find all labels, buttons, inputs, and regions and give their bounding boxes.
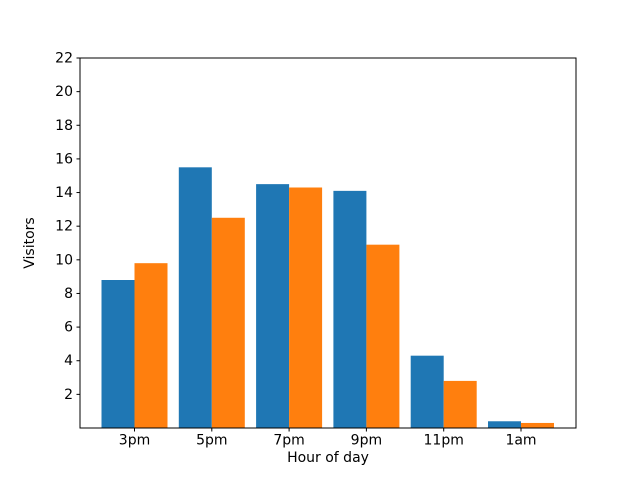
x-axis-label: Hour of day bbox=[287, 450, 369, 466]
bar-5pm-series-blue bbox=[178, 167, 212, 428]
y-tick-label-8: 8 bbox=[64, 286, 73, 302]
bar-11pm-series-orange bbox=[443, 380, 477, 428]
y-tick-label-2: 2 bbox=[64, 387, 73, 403]
axes-spines bbox=[79, 57, 577, 429]
bar-5pm-series-orange bbox=[211, 217, 245, 428]
bar-1am-series-orange bbox=[521, 422, 554, 428]
y-tick-label-4: 4 bbox=[64, 353, 73, 369]
x-tick-label-1am: 1am bbox=[505, 433, 536, 449]
bar-9pm-series-blue bbox=[333, 190, 367, 428]
y-tick-label-20: 20 bbox=[55, 84, 73, 100]
x-tick-label-7pm: 7pm bbox=[273, 433, 304, 449]
x-tick-label-5pm: 5pm bbox=[196, 433, 227, 449]
x-tick-label-9pm: 9pm bbox=[351, 433, 382, 449]
bar-9pm-series-orange bbox=[366, 244, 400, 428]
x-tick-label-3pm: 3pm bbox=[119, 433, 150, 449]
bar-7pm-series-blue bbox=[256, 184, 290, 428]
ticks-layer: 3pm 5pm 7pm 9pm 11pm 1am 2 4 6 8 10 12 14 16 18 20 22 bbox=[55, 51, 536, 449]
bar-7pm-series-orange bbox=[289, 187, 323, 428]
y-tick-label-22: 22 bbox=[55, 51, 73, 67]
bar-3pm-series-blue bbox=[101, 280, 135, 428]
bar-1am-series-blue bbox=[488, 421, 521, 428]
y-tick-label-14: 14 bbox=[55, 185, 73, 201]
bar-3pm-series-orange bbox=[134, 263, 168, 428]
y-tick-label-18: 18 bbox=[55, 118, 73, 134]
y-tick-label-16: 16 bbox=[55, 151, 73, 167]
y-tick-label-10: 10 bbox=[55, 252, 73, 268]
bar-11pm-series-blue bbox=[410, 355, 444, 428]
y-tick-label-12: 12 bbox=[55, 219, 73, 235]
y-axis-label: Visitors bbox=[22, 217, 38, 268]
bars-layer bbox=[101, 167, 554, 428]
y-tick-label-6: 6 bbox=[64, 320, 73, 336]
x-tick-label-11pm: 11pm bbox=[424, 433, 464, 449]
